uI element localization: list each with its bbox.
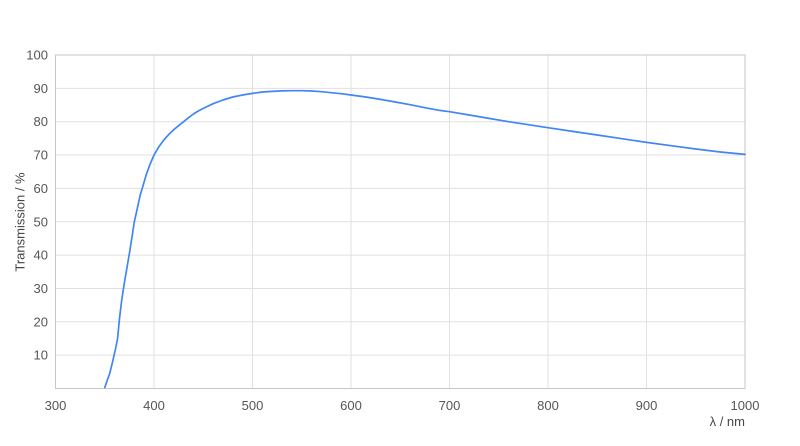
y-tick-label: 100	[26, 48, 48, 63]
y-tick-label: 70	[34, 148, 48, 163]
x-tick-label: 800	[537, 398, 559, 413]
y-tick-label: 40	[34, 248, 48, 263]
y-axis-label: Transmission / %	[12, 172, 28, 272]
x-tick-label: 1000	[731, 398, 760, 413]
y-tick-label: 80	[34, 114, 48, 129]
x-tick-label: 600	[340, 398, 362, 413]
x-tick-label: 400	[143, 398, 165, 413]
series-line	[103, 89, 746, 389]
x-tick-label: 300	[45, 398, 67, 413]
x-tick-label: 700	[439, 398, 461, 413]
y-tick-label: 50	[34, 214, 48, 229]
y-tick-label: 10	[34, 348, 48, 363]
y-tick-label: 20	[34, 314, 48, 329]
plot-border	[55, 54, 746, 389]
y-tick-label: 60	[34, 181, 48, 196]
y-tick-label: 30	[34, 281, 48, 296]
x-axis-label: λ / nm	[709, 414, 745, 429]
x-tick-label: 900	[636, 398, 658, 413]
y-tick-label: 90	[34, 81, 48, 96]
x-tick-label: 500	[242, 398, 264, 413]
